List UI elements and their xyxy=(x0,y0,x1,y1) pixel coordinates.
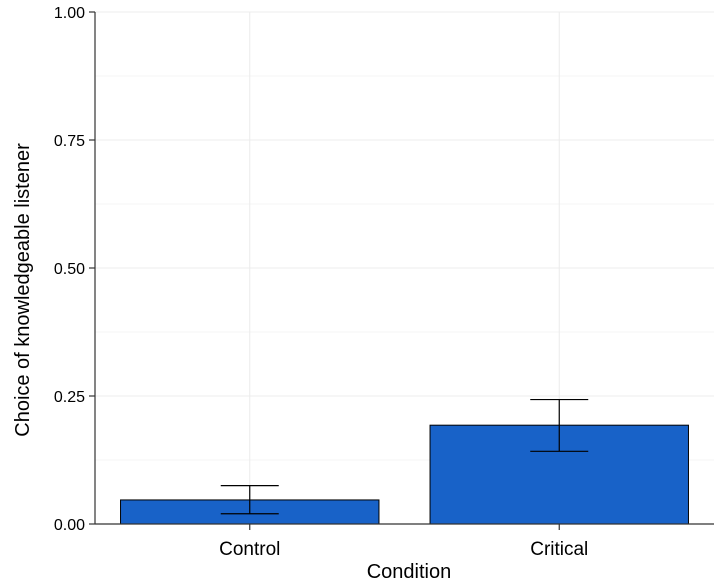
x-tick-label: Critical xyxy=(530,539,588,560)
axes xyxy=(89,11,714,530)
gridlines xyxy=(95,11,714,525)
x-tick-labels: Control Critical xyxy=(219,539,588,560)
y-axis-title: Choice of knowledgeable listener xyxy=(12,143,34,437)
y-tick-label: 0.25 xyxy=(54,389,85,406)
y-tick-label: 0.00 xyxy=(54,517,85,534)
bars xyxy=(120,424,689,525)
y-tick-label: 0.50 xyxy=(54,261,85,278)
x-tick-label: Control xyxy=(219,539,280,560)
error-bars xyxy=(220,398,589,515)
y-tick-label: 1.00 xyxy=(54,5,85,22)
y-tick-label: 0.75 xyxy=(54,133,85,150)
x-axis-title: Condition xyxy=(367,561,452,583)
y-tick-labels: 0.00 0.25 0.50 0.75 1.00 xyxy=(54,5,85,534)
